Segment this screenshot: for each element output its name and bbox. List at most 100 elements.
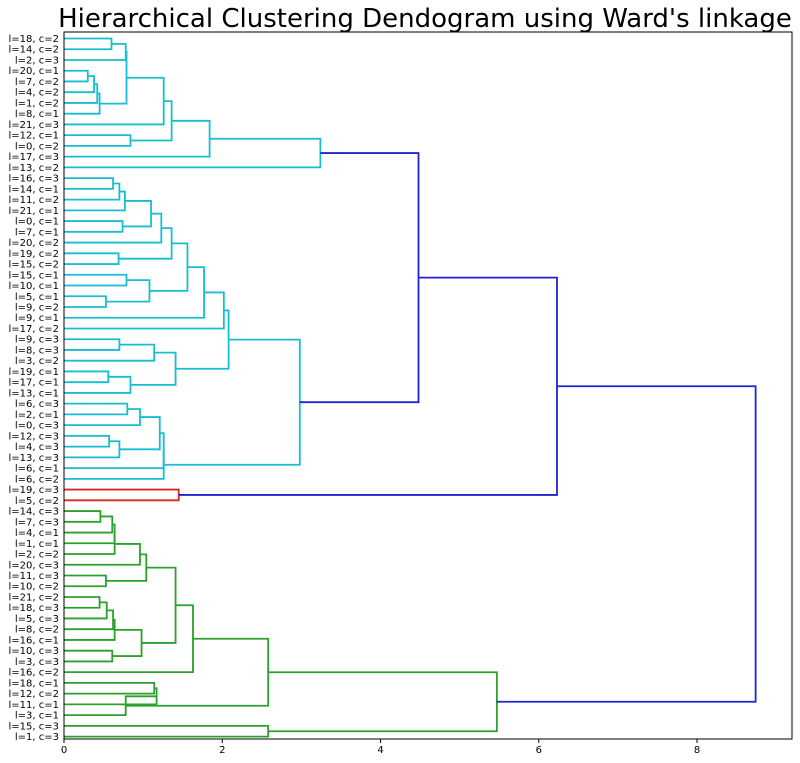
x-tick-label: 2: [219, 745, 225, 756]
dendrogram-link: [64, 510, 102, 523]
leaf-label: l=13, c=3: [9, 453, 59, 464]
leaf-label: l=12, c=1: [9, 131, 59, 142]
leaf-label: l=19, c=1: [9, 367, 59, 378]
dendrogram-link: [64, 402, 129, 416]
leaf-label: l=14, c=3: [9, 507, 59, 518]
leaf-label: l=19, c=2: [9, 249, 59, 260]
dendrogram-link: [163, 338, 301, 466]
dendrogram-link: [64, 37, 113, 51]
dendrogram-link: [64, 523, 116, 545]
leaf-label: l=5, c=3: [15, 614, 59, 625]
leaf-label: l=13, c=2: [9, 163, 59, 174]
leaf-label: l=16, c=2: [9, 668, 59, 679]
leaf-label: l=6, c=2: [15, 474, 59, 485]
dendrogram-link: [299, 152, 420, 404]
leaf-label: l=4, c=3: [15, 442, 59, 453]
dendrogram-link: [64, 434, 111, 448]
dendrogram-link: [64, 83, 99, 104]
dendrogram-link: [64, 488, 180, 502]
dendrogram-link: [64, 76, 165, 126]
leaf-label: l=20, c=3: [9, 560, 59, 571]
leaf-label: l=2, c=3: [15, 55, 59, 66]
dendrogram-link: [64, 450, 165, 480]
leaf-label: l=15, c=2: [9, 260, 59, 271]
x-tick-label: 4: [377, 745, 383, 756]
leaf-label: l=6, c=1: [15, 464, 59, 475]
leaf-label: l=16, c=1: [9, 635, 59, 646]
leaf-label: l=14, c=2: [9, 45, 59, 56]
leaf-label: l=11, c=1: [9, 700, 59, 711]
leaf-label: l=7, c=1: [15, 227, 59, 238]
dendrogram-link: [64, 212, 163, 244]
leaf-label: l=2, c=2: [15, 550, 59, 561]
leaf-label: l=1, c=1: [15, 539, 59, 550]
dendrogram-link: [64, 134, 132, 147]
leaf-label: l=12, c=3: [9, 431, 59, 442]
leaf-label: l=9, c=3: [15, 335, 59, 346]
leaf-label: l=10, c=2: [9, 582, 59, 593]
dendrogram-link: [64, 432, 165, 469]
dendrogram-link: [64, 596, 101, 609]
leaf-label: l=17, c=2: [9, 324, 59, 335]
dendrogram-link: [64, 190, 126, 212]
leaf-label: l=10, c=1: [9, 281, 59, 292]
dendrogram-link: [130, 100, 173, 142]
leaf-label: l=8, c=3: [15, 345, 59, 356]
dendrogram-link: [122, 200, 152, 228]
leaf-label: l=21, c=2: [9, 592, 59, 603]
dendrogram-link: [64, 375, 132, 394]
dendrogram-link: [64, 609, 114, 631]
leaf-label: l=0, c=1: [15, 217, 59, 228]
dendrogram-link: [64, 618, 116, 641]
leaf-label: l=7, c=2: [15, 77, 59, 88]
dendrogram-link: [64, 252, 120, 265]
x-axis-ticks: 0 2 4 6 8: [61, 739, 700, 756]
dendrogram-link: [64, 137, 322, 169]
dendrogram-link: [64, 42, 127, 61]
dendrogram-link: [99, 51, 128, 105]
dendrogram-link: [130, 351, 177, 386]
leaf-label: l=20, c=1: [9, 66, 59, 77]
leaf-label: l=15, c=1: [9, 270, 59, 281]
leaf-label: l=1, c=3: [15, 732, 59, 743]
leaf-label: l=18, c=3: [9, 603, 59, 614]
leaf-label: l=20, c=2: [9, 238, 59, 249]
dendrogram-links: [64, 37, 757, 738]
leaf-label: l=1, c=2: [15, 98, 59, 109]
dendrogram-link: [64, 177, 114, 190]
leaf-label: l=4, c=2: [15, 88, 59, 99]
leaf-label: l=18, c=1: [9, 678, 59, 689]
leaf-label: l=17, c=3: [9, 152, 59, 163]
leaf-label: l=11, c=2: [9, 195, 59, 206]
leaf-label: l=3, c=1: [15, 711, 59, 722]
leaf-label: l=8, c=1: [15, 109, 59, 120]
dendrogram-link: [178, 276, 558, 496]
leaf-label: l=2, c=1: [15, 410, 59, 421]
dendrogram-link: [112, 628, 143, 657]
dendrogram-link: [64, 543, 141, 566]
leaf-label: l=3, c=3: [15, 657, 59, 668]
dendrogram-link: [64, 69, 89, 83]
dendrogram-link: [64, 724, 270, 738]
dendrogram-link: [64, 291, 225, 330]
dendrogram-link: [268, 671, 498, 733]
x-tick-label: 8: [694, 745, 700, 756]
leaf-label: l=8, c=2: [15, 625, 59, 636]
dendrogram-link: [64, 408, 141, 427]
leaf-label: l=14, c=1: [9, 184, 59, 195]
leaf-label: l=11, c=3: [9, 571, 59, 582]
dendrogram-link: [64, 295, 107, 308]
dendrogram-link: [64, 273, 128, 287]
dendrogram-link: [175, 309, 230, 370]
leaf-label: l=15, c=3: [9, 721, 59, 732]
leaf-label: l=13, c=1: [9, 388, 59, 399]
leaf-label: l=17, c=1: [9, 378, 59, 389]
dendrogram-link: [64, 338, 121, 351]
dendrogram-link: [64, 687, 158, 706]
dendrogram-link: [64, 343, 156, 362]
leaf-label: l=21, c=1: [9, 206, 59, 217]
leaf-label: l=6, c=3: [15, 399, 59, 410]
dendrogram-link: [64, 515, 114, 534]
leaf-label: l=10, c=3: [9, 646, 59, 657]
